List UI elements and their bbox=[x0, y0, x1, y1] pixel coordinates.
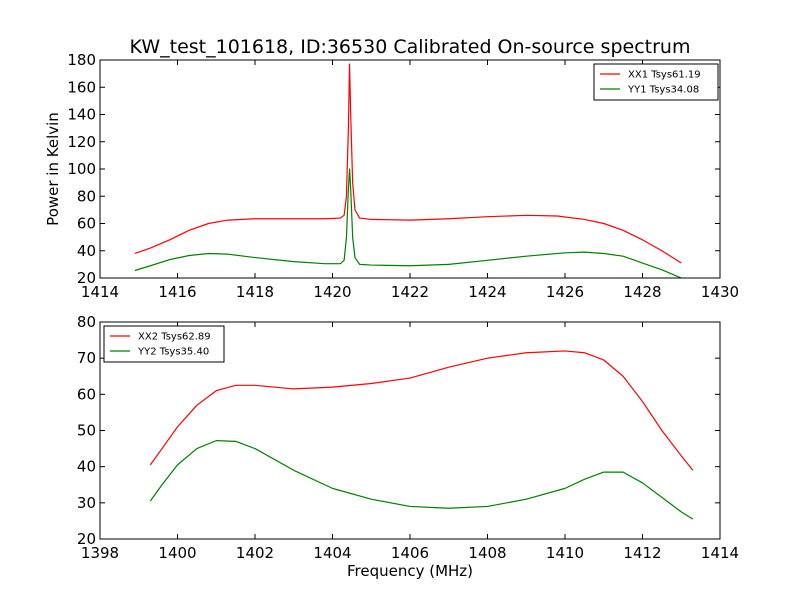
x-tick-label: 1402 bbox=[236, 544, 274, 562]
y-tick-label: 20 bbox=[77, 269, 96, 287]
legend-box bbox=[103, 325, 225, 363]
x-tick-label: 1424 bbox=[468, 283, 506, 301]
x-tick-label: 1414 bbox=[81, 283, 119, 301]
y-tick-label: 30 bbox=[77, 494, 96, 512]
top-panel: 1414 1416 1418 1420 1422 1424 1426 1428 1430 20 40… bbox=[44, 51, 739, 301]
y-tick-label: 70 bbox=[77, 349, 96, 367]
x-tick-label: 1428 bbox=[623, 283, 661, 301]
bottom-panel: 1398 1400 1402 1404 1406 1408 1410 1412 1414 20 30… bbox=[77, 313, 739, 580]
y-tick-label: 50 bbox=[77, 422, 96, 440]
y-tick-label: 20 bbox=[77, 530, 96, 548]
x-tick-label: 1422 bbox=[391, 283, 429, 301]
x-tick-label: 1398 bbox=[81, 544, 119, 562]
y-tick-label: 120 bbox=[67, 133, 96, 151]
x-tick-label: 1430 bbox=[701, 283, 739, 301]
x-tick-label: 1420 bbox=[313, 283, 351, 301]
y-axis-label: Power in Kelvin bbox=[44, 112, 62, 226]
series-line-yy2 bbox=[149, 440, 694, 520]
x-tick-label: 1416 bbox=[158, 283, 196, 301]
chart-title: KW_test_101618, ID:36530 Calibrated On-s… bbox=[130, 36, 691, 58]
series-line-xx1 bbox=[134, 63, 682, 264]
legend-label: YY2 Tsys35.40 bbox=[137, 347, 209, 358]
series-line-xx2 bbox=[149, 350, 694, 471]
y-tick-label: 140 bbox=[67, 106, 96, 124]
legend-box bbox=[593, 63, 719, 101]
x-tick-label: 1408 bbox=[468, 544, 506, 562]
x-tick-label: 1418 bbox=[236, 283, 274, 301]
y-tick-label: 180 bbox=[67, 51, 96, 69]
y-tick-label: 80 bbox=[77, 187, 96, 205]
series-line-yy1 bbox=[134, 168, 682, 278]
x-tick-label: 1414 bbox=[701, 544, 739, 562]
y-tick-label: 60 bbox=[77, 215, 96, 233]
y-tick-label: 80 bbox=[77, 313, 96, 331]
x-tick-label: 1404 bbox=[313, 544, 351, 562]
x-tick-label: 1410 bbox=[546, 544, 584, 562]
x-tick-label: 1406 bbox=[391, 544, 429, 562]
y-tick-label: 40 bbox=[77, 242, 96, 260]
x-tick-label: 1426 bbox=[546, 283, 584, 301]
y-tick-label: 40 bbox=[77, 458, 96, 476]
legend-label: XX1 Tsys61.19 bbox=[628, 70, 701, 81]
legend-label: XX2 Tsys62.89 bbox=[138, 332, 211, 343]
legend-label: YY1 Tsys34.08 bbox=[627, 85, 699, 96]
y-tick-label: 160 bbox=[67, 78, 96, 96]
x-tick-label: 1400 bbox=[158, 544, 196, 562]
x-axis-label: Frequency (MHz) bbox=[347, 562, 473, 580]
y-tick-label: 60 bbox=[77, 385, 96, 403]
y-tick-label: 100 bbox=[67, 160, 96, 178]
x-tick-label: 1412 bbox=[623, 544, 661, 562]
